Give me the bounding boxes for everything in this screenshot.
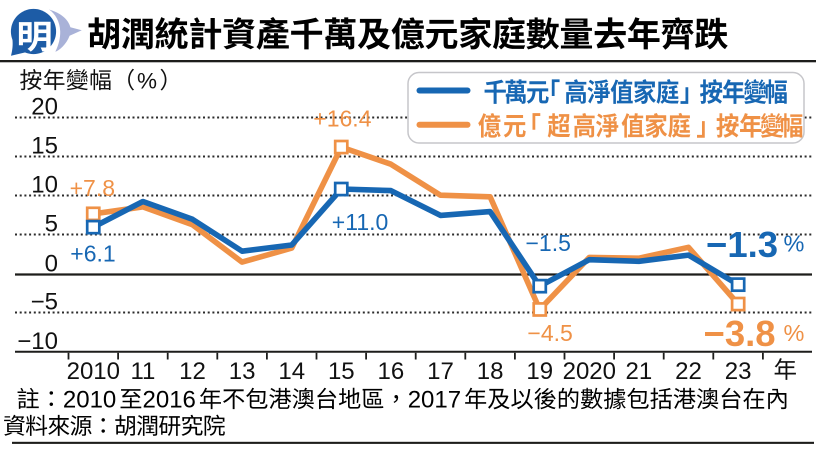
svg-text:5: 5 [45, 211, 58, 238]
svg-text:2016: 2016 [143, 386, 196, 413]
svg-text:2010: 2010 [67, 358, 120, 385]
svg-text:+16.4: +16.4 [313, 105, 371, 131]
svg-text:13: 13 [229, 358, 256, 385]
svg-text:18: 18 [477, 358, 504, 385]
svg-text:%: % [137, 68, 157, 93]
svg-text:16: 16 [378, 358, 405, 385]
svg-text:−5: −5 [31, 289, 58, 316]
svg-text:+7.8: +7.8 [70, 175, 115, 201]
svg-text:19: 19 [526, 358, 553, 385]
svg-text:−4.5: −4.5 [527, 320, 572, 346]
svg-text:15: 15 [31, 133, 58, 160]
svg-text:23: 23 [725, 358, 752, 385]
svg-text:−1.5: −1.5 [526, 230, 571, 256]
svg-text:2020: 2020 [563, 358, 616, 385]
svg-text:21: 21 [626, 358, 653, 385]
svg-text:−3.8: −3.8 [704, 313, 776, 354]
svg-text:20: 20 [31, 94, 58, 121]
svg-text:%: % [784, 231, 805, 257]
svg-text:2010: 2010 [63, 386, 116, 413]
svg-text:14: 14 [278, 358, 305, 385]
svg-text:17: 17 [427, 358, 454, 385]
svg-text:11: 11 [130, 358, 155, 385]
svg-text:+6.1: +6.1 [70, 241, 115, 267]
svg-text:10: 10 [31, 172, 58, 199]
svg-text:12: 12 [179, 358, 206, 385]
svg-text:−10: −10 [17, 328, 58, 355]
svg-text:15: 15 [328, 358, 355, 385]
svg-text:+11.0: +11.0 [332, 209, 389, 235]
svg-text:%: % [784, 320, 805, 346]
svg-text:−1.3: −1.3 [706, 224, 778, 265]
svg-text:2017: 2017 [408, 386, 461, 413]
svg-text:22: 22 [675, 358, 702, 385]
svg-text:0: 0 [45, 251, 58, 278]
